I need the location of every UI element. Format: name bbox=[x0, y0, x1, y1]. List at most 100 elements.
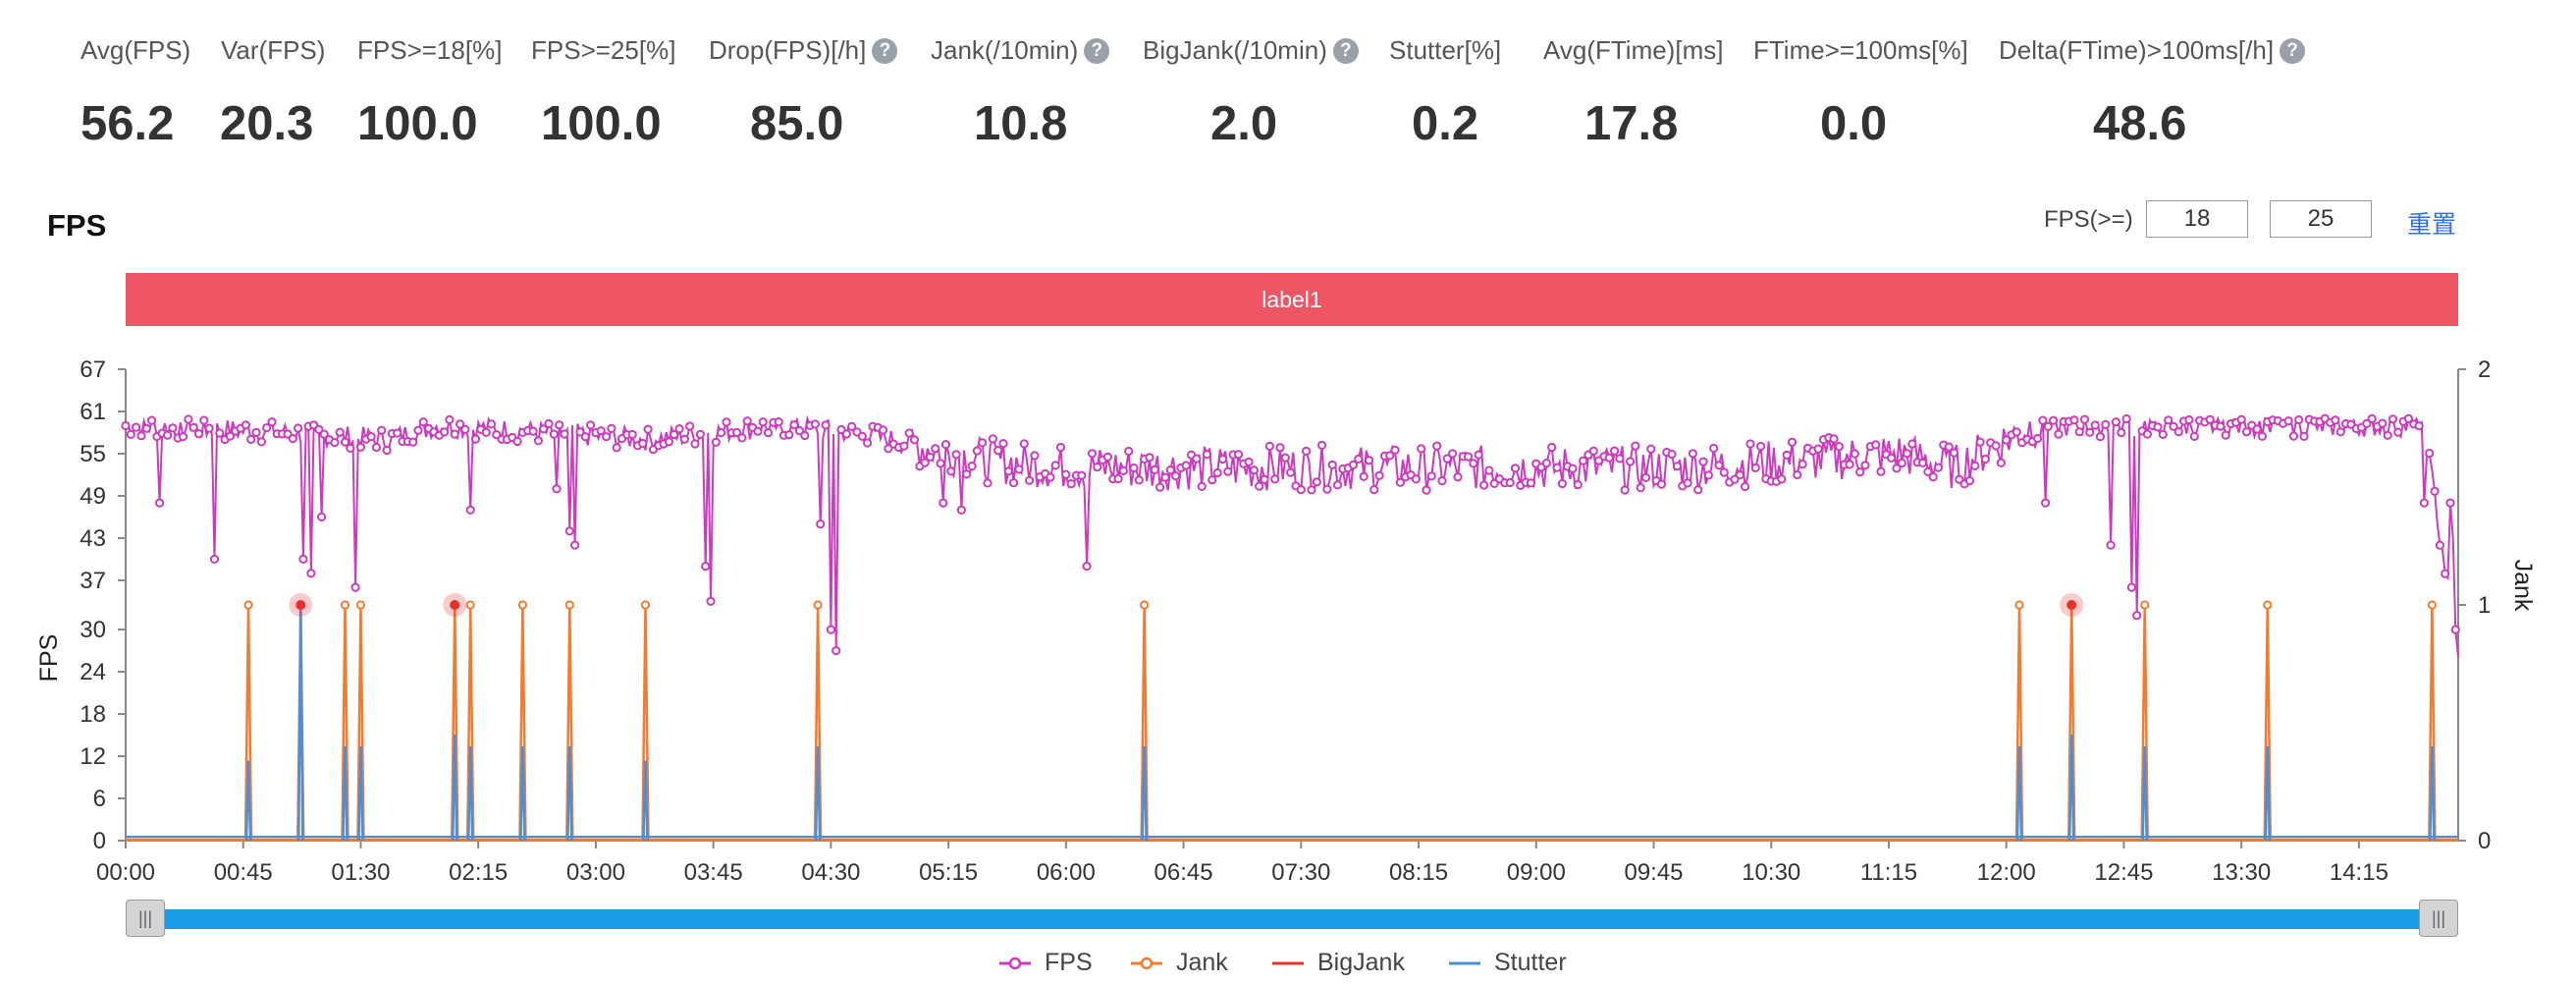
fps-point bbox=[1192, 454, 1202, 464]
fps-point bbox=[1046, 472, 1055, 482]
fps-point bbox=[1892, 464, 1902, 473]
fps-point bbox=[2117, 427, 2126, 438]
jank-point bbox=[2427, 600, 2437, 610]
fps-point bbox=[1217, 454, 1228, 465]
fps-point bbox=[936, 459, 945, 468]
fps-point bbox=[1688, 449, 1698, 459]
fps-point bbox=[1672, 462, 1683, 471]
fps-point bbox=[2335, 427, 2345, 437]
section-title: FPS bbox=[47, 208, 107, 243]
metric-label: Avg(FPS) bbox=[80, 35, 190, 66]
fps-point bbox=[685, 421, 695, 431]
legend-item-fps[interactable]: FPS bbox=[997, 949, 1093, 977]
fps-point bbox=[132, 422, 141, 432]
jank-point bbox=[243, 600, 253, 610]
reset-button[interactable]: 重置 bbox=[2407, 211, 2457, 239]
fps-point bbox=[962, 469, 972, 479]
fps-point bbox=[758, 417, 768, 427]
fps-point bbox=[841, 429, 852, 439]
fps-point bbox=[1296, 485, 1306, 495]
stutter-spike bbox=[2429, 745, 2436, 842]
legend-label: FPS bbox=[1045, 949, 1093, 976]
fps-point bbox=[2241, 427, 2252, 437]
fps-point bbox=[1876, 466, 1886, 476]
legend-item-bigjank[interactable]: BigJank bbox=[1270, 949, 1405, 977]
fps-point bbox=[2403, 413, 2413, 423]
fps-point bbox=[1949, 448, 1959, 458]
fps-point bbox=[789, 420, 799, 430]
help-icon[interactable]: ? bbox=[2280, 37, 2306, 64]
fps-point bbox=[1829, 434, 1839, 444]
fps-point bbox=[246, 434, 256, 444]
fps-point bbox=[1970, 461, 1980, 470]
fps-high-threshold-input[interactable] bbox=[2270, 200, 2372, 238]
time-range-slider[interactable]: ||| ||| bbox=[126, 900, 2458, 937]
fps-point bbox=[2430, 486, 2440, 496]
y2-tick-label: 2 bbox=[2478, 356, 2491, 383]
slider-handle-left[interactable]: ||| bbox=[126, 900, 165, 937]
fps-point bbox=[1698, 457, 1708, 466]
y-tick-label: 67 bbox=[80, 356, 106, 383]
bigjank-point bbox=[450, 600, 460, 610]
fps-point bbox=[141, 423, 151, 433]
fps-point bbox=[1709, 443, 1719, 454]
fps-point bbox=[1327, 460, 1337, 469]
fps-point bbox=[393, 428, 402, 438]
help-icon[interactable]: ? bbox=[1084, 37, 1110, 64]
fps-point bbox=[742, 416, 752, 426]
fps-point bbox=[670, 429, 679, 440]
fps-point bbox=[1124, 446, 1134, 457]
fps-point bbox=[2121, 413, 2131, 424]
fps-point bbox=[1082, 562, 1092, 572]
legend-item-stutter[interactable]: Stutter bbox=[1447, 949, 1567, 977]
x-tick-label: 12:45 bbox=[2094, 859, 2153, 886]
fps-point bbox=[2069, 415, 2079, 425]
legend-item-jank[interactable]: Jank bbox=[1129, 949, 1228, 977]
fps-point bbox=[1903, 449, 1912, 459]
fps-point bbox=[121, 420, 131, 431]
fps-point bbox=[549, 429, 560, 439]
fps-point bbox=[1009, 478, 1019, 488]
fps-point bbox=[1907, 439, 1917, 449]
x-tick-label: 05:15 bbox=[919, 859, 978, 886]
fps-point bbox=[1019, 439, 1029, 449]
fps-point bbox=[136, 431, 146, 441]
fps-low-threshold-input[interactable] bbox=[2146, 200, 2248, 238]
fps-point bbox=[445, 414, 455, 424]
jank-point bbox=[517, 600, 528, 610]
fps-point bbox=[1003, 466, 1013, 476]
fps-point bbox=[821, 420, 831, 430]
fps-point bbox=[314, 424, 324, 434]
fps-point bbox=[1223, 466, 1233, 476]
fps-point bbox=[763, 428, 774, 438]
bigjank-point bbox=[295, 600, 306, 610]
metric-label: Drop(FPS)[/h]? bbox=[709, 35, 898, 66]
help-icon[interactable]: ? bbox=[1332, 37, 1359, 64]
fps-point bbox=[732, 427, 742, 437]
label-band[interactable]: label1 bbox=[126, 273, 2458, 326]
x-tick-label: 13:30 bbox=[2212, 859, 2271, 886]
fps-point bbox=[1093, 462, 1102, 472]
fps-point bbox=[1887, 453, 1897, 463]
fps-point bbox=[555, 420, 564, 430]
slider-track[interactable] bbox=[126, 909, 2458, 929]
fps-point bbox=[533, 436, 544, 446]
y2-tick-label: 1 bbox=[2478, 592, 2491, 619]
y-tick-label: 37 bbox=[80, 568, 106, 594]
fps-point bbox=[2049, 415, 2059, 425]
metric-label-text: Stutter[%] bbox=[1389, 35, 1502, 65]
slider-handle-right[interactable]: ||| bbox=[2419, 900, 2458, 937]
metric-label-text: FPS>=18[%] bbox=[357, 35, 503, 65]
metric-value: 0.0 bbox=[1820, 97, 1888, 150]
metric-label: FPS>=18[%] bbox=[357, 35, 502, 66]
fps-point bbox=[1160, 472, 1170, 482]
stutter-spike bbox=[519, 745, 526, 842]
help-icon[interactable]: ? bbox=[872, 37, 898, 64]
metric-label-text: Avg(FTime)[ms] bbox=[1543, 35, 1724, 65]
metric-label-text: Var(FPS) bbox=[221, 35, 326, 65]
fps-point bbox=[470, 434, 481, 444]
fps-point bbox=[1411, 474, 1422, 484]
fps-point bbox=[486, 419, 497, 429]
fps-point bbox=[1579, 456, 1588, 465]
